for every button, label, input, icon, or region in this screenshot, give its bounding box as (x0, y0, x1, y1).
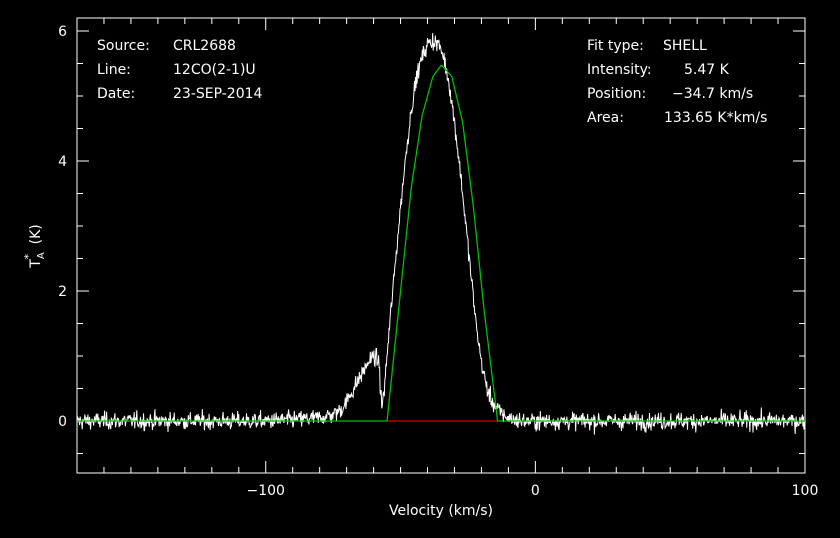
position-value: −34.7 km/s (672, 86, 753, 102)
line-label: Line: (97, 62, 131, 78)
y-axis-label-unit: (K) (28, 224, 44, 244)
y-tick-label: 2 (58, 284, 67, 300)
position-label: Position: (587, 86, 646, 102)
y-axis-label-main: T (28, 259, 44, 269)
x-tick-label: 100 (792, 483, 819, 499)
y-axis-label: TA* (K) (22, 224, 47, 268)
source-label: Source: (97, 38, 150, 54)
y-tick-label: 4 (58, 154, 67, 170)
line-value: 12CO(2-1)U (173, 62, 256, 78)
spectrum-line (76, 32, 806, 435)
plot-area (76, 32, 806, 435)
y-tick-label: 0 (58, 414, 67, 430)
intensity-label: Intensity: (587, 62, 652, 78)
x-tick-label: −100 (247, 483, 285, 499)
area-value: 133.65 K*km/s (664, 110, 767, 126)
y-tick-label: 6 (58, 24, 67, 40)
fit-line (77, 64, 805, 422)
x-axis-label: Velocity (km/s) (389, 503, 493, 519)
intensity-value: 5.47 K (684, 62, 730, 78)
tick-labels: −100 0 100 0 2 4 6 (58, 24, 818, 499)
y-axis-label-sup: * (22, 253, 35, 259)
svg-text:TA* (K): TA* (K) (22, 224, 47, 268)
source-value: CRL2688 (173, 38, 236, 54)
date-label: Date: (97, 86, 135, 102)
date-value: 23-SEP-2014 (173, 86, 263, 102)
y-axis-label-sub: A (36, 252, 47, 259)
plot-frame (76, 17, 806, 474)
area-label: Area: (587, 110, 624, 126)
fit-type-value: SHELL (663, 38, 707, 54)
axis-ticks (76, 18, 806, 473)
fit-type-label: Fit type: (587, 38, 644, 54)
x-tick-label: 0 (531, 483, 540, 499)
